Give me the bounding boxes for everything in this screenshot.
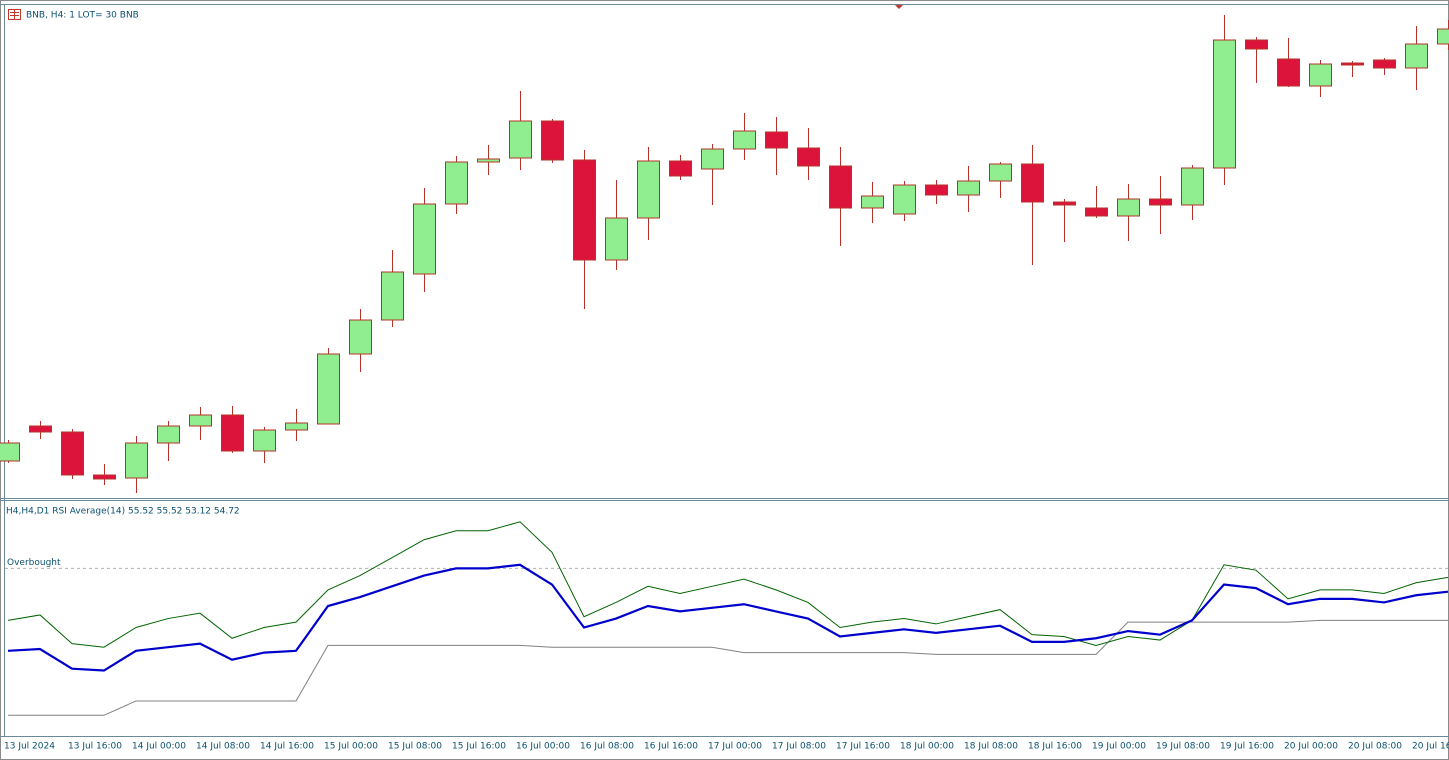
candle-body xyxy=(157,425,180,444)
candle-body xyxy=(1373,59,1396,69)
x-tick-label: 17 Jul 00:00 xyxy=(708,742,762,752)
x-tick-label: 15 Jul 08:00 xyxy=(388,742,442,752)
candle-body xyxy=(445,161,468,205)
x-tick-label: 18 Jul 16:00 xyxy=(1028,742,1082,752)
candle-body xyxy=(957,180,980,196)
x-tick-label: 20 Jul 00:00 xyxy=(1284,742,1338,752)
candle-body xyxy=(541,120,564,161)
rsi-line xyxy=(7,521,1449,648)
candle-body xyxy=(797,147,820,167)
candle-body xyxy=(701,148,724,170)
candle-body xyxy=(285,422,308,431)
candle-body xyxy=(1117,198,1140,217)
x-tick-label: 18 Jul 08:00 xyxy=(964,742,1018,752)
x-tick-label: 14 Jul 16:00 xyxy=(260,742,314,752)
candle-body xyxy=(1341,62,1364,66)
x-tick-label: 14 Jul 00:00 xyxy=(132,742,186,752)
candle-body xyxy=(861,195,884,209)
candle-body xyxy=(413,203,436,275)
x-tick-label: 16 Jul 08:00 xyxy=(580,742,634,752)
candle-body xyxy=(829,165,852,209)
candle-body xyxy=(1245,39,1268,50)
candle-body xyxy=(0,442,20,462)
x-tick-label: 20 Jul 16 xyxy=(1412,742,1449,752)
candle-body xyxy=(765,131,788,149)
candle-body xyxy=(29,425,52,433)
x-tick-label: 13 Jul 16:00 xyxy=(68,742,122,752)
shift-marker xyxy=(895,5,903,9)
rsi-line xyxy=(8,619,1448,716)
candle-body xyxy=(605,217,628,261)
candle-body xyxy=(1277,58,1300,87)
candle-body xyxy=(349,319,372,355)
candle-body xyxy=(893,184,916,215)
symbol-icon xyxy=(8,9,21,20)
x-tick-label: 19 Jul 08:00 xyxy=(1156,742,1210,752)
x-tick-label: 20 Jul 08:00 xyxy=(1348,742,1402,752)
chart-title: BNB, H4: 1 LOT= 30 BNB xyxy=(26,11,139,21)
x-tick-label: 15 Jul 16:00 xyxy=(452,742,506,752)
x-tick-label: 16 Jul 00:00 xyxy=(516,742,570,752)
candle-body xyxy=(1021,163,1044,203)
candle-body xyxy=(1085,207,1108,217)
candle-body xyxy=(509,120,532,159)
candle-body xyxy=(93,474,116,480)
candle-body xyxy=(573,159,596,261)
candle-body xyxy=(1405,43,1428,69)
candle-body xyxy=(189,414,212,427)
x-tick-label: 19 Jul 16:00 xyxy=(1220,742,1274,752)
x-tick-label: 19 Jul 00:00 xyxy=(1092,742,1146,752)
candle-body xyxy=(381,271,404,321)
candle-body xyxy=(637,160,660,219)
x-tick-label: 14 Jul 08:00 xyxy=(196,742,250,752)
candle-body xyxy=(1309,63,1332,87)
candle-body xyxy=(317,353,340,425)
candle-body xyxy=(1149,198,1172,206)
candle-body xyxy=(989,163,1012,182)
candle-body xyxy=(125,442,148,479)
x-tick-label: 16 Jul 16:00 xyxy=(644,742,698,752)
candle-body xyxy=(1053,201,1076,206)
candle-body xyxy=(1213,39,1236,169)
level-label: Overbought xyxy=(7,558,61,568)
candle-body xyxy=(1181,167,1204,206)
x-tick-label: 15 Jul 00:00 xyxy=(324,742,378,752)
x-tick-label: 18 Jul 00:00 xyxy=(900,742,954,752)
candle-body xyxy=(221,414,244,452)
x-tick-label: 17 Jul 08:00 xyxy=(772,742,826,752)
rsi-line xyxy=(7,563,1449,672)
x-tick-label: 17 Jul 16:00 xyxy=(836,742,890,752)
candle-body xyxy=(253,429,276,452)
candle-body xyxy=(61,431,84,476)
candle-body xyxy=(733,130,756,150)
candle-body xyxy=(1437,28,1449,45)
indicator-title: H4,H4,D1 RSI Average(14) 55.52 55.52 53.… xyxy=(6,507,240,517)
candle-body xyxy=(925,184,948,196)
candle-body xyxy=(669,160,692,177)
candle-body xyxy=(477,158,500,163)
x-tick-label: 13 Jul 2024 xyxy=(4,742,55,752)
